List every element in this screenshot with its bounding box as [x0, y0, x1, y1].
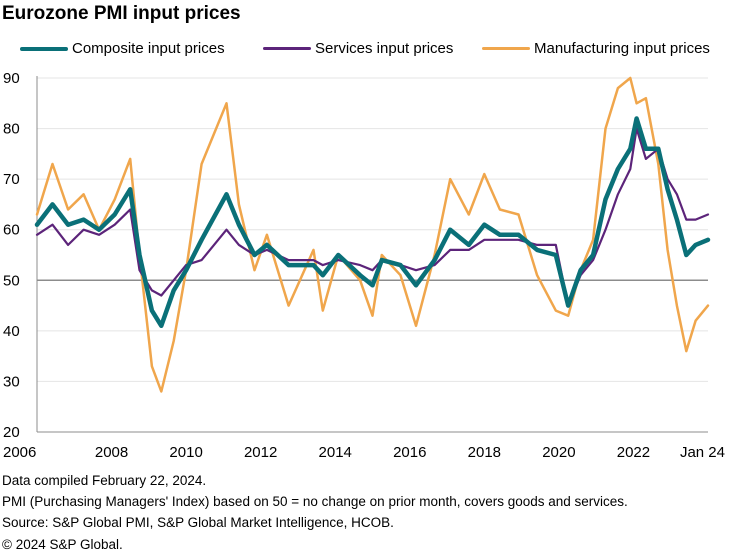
line-chart: 20 30 40 50 60 70 80 90 2006 2008 2010 2012 2014 2016… [3, 70, 725, 461]
composite-input-prices-line [34, 116, 711, 329]
x-tick-label: 2018 [468, 444, 501, 461]
y-tick-label: 70 [3, 171, 20, 188]
y-tick-label: 80 [3, 121, 20, 138]
legend-swatch-manufacturing [482, 47, 530, 50]
manufacturing-input-prices-line [35, 76, 710, 393]
chart-title: Eurozone PMI input prices [2, 3, 241, 24]
x-tick-label: 2014 [319, 444, 352, 461]
legend-swatch-composite [20, 46, 68, 51]
y-tick-label: 20 [3, 424, 20, 441]
footer-copyright: © 2024 S&P Global. [2, 536, 123, 552]
y-tick-label: 90 [3, 70, 20, 87]
legend-item-composite: Composite input prices [20, 40, 225, 57]
x-tick-label: 2016 [393, 444, 426, 461]
legend-label-composite: Composite input prices [72, 40, 225, 57]
y-tick-label: 40 [3, 323, 20, 340]
chart-footer: Data compiled February 22, 2024. PMI (Pu… [2, 470, 628, 555]
footer-pmi-note: PMI (Purchasing Managers' Index) based o… [2, 494, 628, 510]
legend-label-manufacturing: Manufacturing input prices [534, 40, 710, 57]
x-tick-label: 2008 [95, 444, 128, 461]
chart-legend: Composite input prices Services input pr… [20, 40, 740, 62]
y-tick-label: 60 [3, 222, 20, 239]
legend-swatch-services [263, 47, 311, 50]
footer-source: Source: S&P Global PMI, S&P Global Marke… [2, 515, 394, 531]
legend-label-services: Services input prices [315, 40, 454, 57]
x-tick-label: 2012 [244, 444, 277, 461]
x-tick-label: 2006 [3, 444, 36, 461]
x-tick-label: Jan 24 [680, 444, 725, 461]
y-tick-label: 50 [3, 272, 20, 289]
x-tick-label: 2022 [617, 444, 650, 461]
x-tick-label: 2020 [542, 444, 575, 461]
legend-item-services: Services input prices [263, 40, 453, 57]
footer-compiled-date: Data compiled February 22, 2024. [2, 473, 207, 488]
y-tick-label: 30 [3, 373, 20, 390]
x-tick-label: 2010 [169, 444, 202, 461]
legend-item-manufacturing: Manufacturing input prices [482, 40, 710, 57]
